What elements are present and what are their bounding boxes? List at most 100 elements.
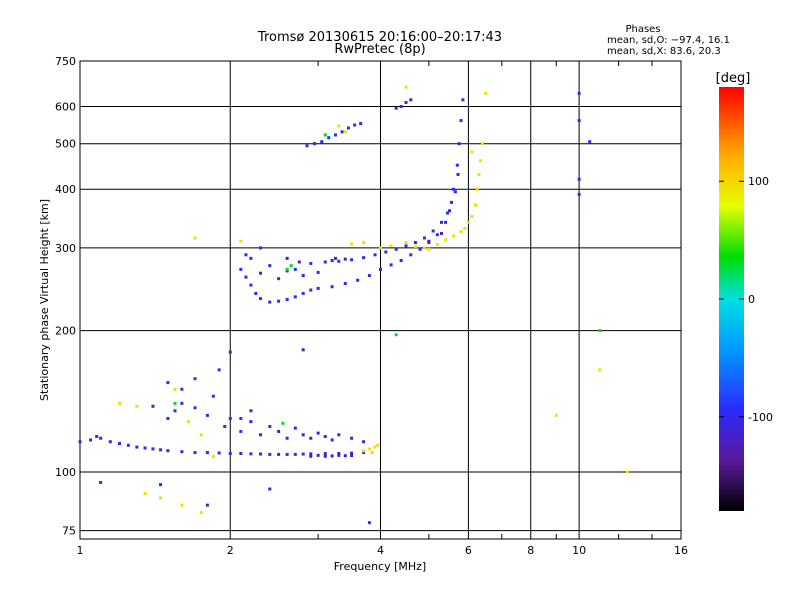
data-point	[379, 267, 382, 271]
data-point	[277, 277, 281, 281]
data-point	[362, 241, 366, 245]
data-point	[435, 243, 439, 247]
data-point	[316, 270, 320, 274]
data-point	[173, 401, 177, 405]
x-tick-label: 1	[77, 544, 84, 557]
data-point	[301, 348, 305, 352]
data-point	[309, 288, 313, 292]
data-point	[239, 429, 243, 433]
data-point	[418, 247, 422, 251]
data-point	[249, 452, 253, 456]
data-point	[99, 480, 103, 484]
data-point	[379, 246, 382, 250]
data-point	[166, 381, 170, 385]
data-point	[211, 394, 215, 398]
data-point	[187, 420, 191, 424]
data-point	[404, 241, 408, 245]
data-point	[228, 350, 232, 354]
y-tick-label: 100	[55, 466, 76, 479]
data-point	[312, 142, 316, 146]
data-point	[78, 440, 82, 444]
data-point	[359, 122, 363, 126]
data-point	[451, 234, 455, 238]
data-point	[577, 91, 581, 95]
data-point	[451, 187, 455, 191]
data-point	[466, 220, 470, 224]
data-point	[126, 443, 130, 447]
data-points	[78, 85, 629, 525]
legend-title: Phases	[625, 24, 660, 35]
data-point	[259, 297, 263, 301]
data-point	[435, 233, 439, 237]
data-point	[323, 451, 327, 455]
data-point	[427, 239, 431, 243]
data-point	[199, 510, 203, 514]
data-point	[180, 503, 184, 507]
data-point	[135, 445, 139, 449]
data-point	[422, 236, 426, 240]
colorbar-tick-label: 0	[748, 293, 755, 306]
data-point	[333, 133, 337, 137]
data-point	[323, 260, 327, 264]
data-point	[173, 387, 177, 391]
data-point	[475, 187, 479, 191]
data-point	[333, 256, 337, 260]
data-point	[389, 263, 393, 267]
data-point	[330, 454, 334, 458]
data-point	[228, 416, 232, 420]
data-point	[598, 368, 602, 372]
data-point	[444, 220, 448, 224]
data-point	[394, 106, 398, 110]
data-point	[193, 451, 197, 455]
data-point	[413, 245, 417, 249]
data-point	[217, 368, 221, 372]
data-point	[413, 241, 417, 245]
data-point	[285, 297, 289, 301]
data-point	[353, 123, 357, 127]
y-tick-label: 500	[55, 138, 76, 151]
x-axis-label: Frequency [MHz]	[334, 560, 426, 573]
y-tick-label: 300	[55, 242, 76, 255]
data-point	[362, 256, 366, 260]
data-point	[259, 246, 263, 250]
data-point	[217, 451, 221, 455]
data-point	[427, 247, 431, 251]
data-point	[277, 452, 281, 456]
data-point	[330, 259, 334, 263]
x-tick-label: 6	[465, 544, 472, 557]
data-point	[301, 452, 305, 456]
y-tick-label: 75	[62, 525, 76, 538]
data-point	[337, 451, 341, 455]
y-tick-label: 400	[55, 183, 76, 196]
data-point	[459, 230, 463, 234]
data-point	[409, 98, 413, 102]
data-point	[193, 377, 197, 381]
data-point	[448, 209, 452, 213]
data-point	[135, 404, 139, 408]
data-point	[404, 244, 408, 248]
data-point	[289, 264, 293, 268]
data-point	[309, 261, 313, 265]
data-point	[293, 295, 297, 299]
y-axis-label: Stationary phase Virtual Height [km]	[38, 199, 51, 401]
data-point	[108, 440, 112, 444]
data-point	[268, 452, 272, 456]
data-point	[323, 454, 327, 458]
data-point	[399, 105, 403, 109]
data-point	[323, 133, 327, 137]
data-point	[479, 159, 483, 163]
data-point	[239, 416, 243, 420]
data-point	[249, 256, 253, 260]
data-point	[316, 286, 320, 290]
data-point	[577, 192, 581, 196]
legend-line-x: mean, sd,X: 83.6, 20.3	[607, 46, 721, 57]
data-point	[404, 100, 408, 104]
data-point	[346, 126, 350, 130]
data-point	[362, 451, 366, 455]
data-point	[461, 98, 465, 102]
data-point	[199, 433, 203, 437]
data-point	[470, 150, 474, 154]
data-point	[394, 247, 398, 251]
data-point	[268, 424, 272, 428]
